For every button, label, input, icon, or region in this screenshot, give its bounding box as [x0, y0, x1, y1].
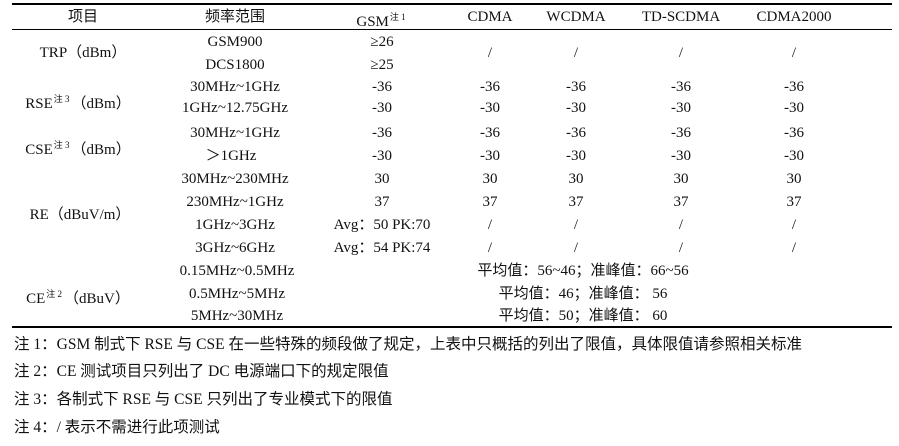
group-cse-note: 注 3: [53, 140, 70, 150]
group-rse-unit: （dBm）: [71, 96, 131, 112]
cell-ce-limit: 平均值：46；准峰值： 56: [498, 286, 668, 302]
cell-cdma: 30: [482, 171, 498, 187]
footnote-3: 注 3：各制式下 RSE 与 CSE 只列出了专业模式下的限值: [14, 391, 393, 408]
header-wcdma: WCDMA: [546, 9, 606, 25]
cell-wcdma: -36: [566, 125, 586, 141]
cell-freq: 30MHz~1GHz: [190, 79, 280, 95]
cell-tdscdma: /: [678, 45, 684, 61]
cell-freq: 30MHz~1GHz: [190, 125, 280, 141]
cell-tdscdma: -30: [671, 100, 691, 116]
header-gsm: GSM注 1: [356, 7, 407, 32]
cell-tdscdma: -36: [671, 79, 691, 95]
cell-gsm: Avg：54 PK:74: [333, 240, 431, 256]
cell-cdma: -36: [480, 125, 500, 141]
group-label-cse: CSE注 3 （dBm）: [25, 135, 130, 160]
cell-cdma2000: /: [791, 217, 797, 233]
table-bottom-rule: [12, 326, 892, 328]
cell-freq: 0.15MHz~0.5MHz: [179, 263, 295, 279]
group-cse-unit: （dBm）: [71, 142, 131, 158]
group-rse-note: 注 3: [53, 94, 70, 104]
cell-freq: 5MHz~30MHz: [190, 308, 284, 324]
cell-wcdma: -30: [566, 148, 586, 164]
cell-freq: GSM900: [207, 34, 263, 50]
cell-cdma2000: -36: [784, 125, 804, 141]
cell-cdma: -30: [480, 148, 500, 164]
cell-gsm: -36: [372, 125, 392, 141]
cell-tdscdma: -36: [671, 125, 691, 141]
cell-wcdma: /: [573, 217, 579, 233]
cell-ce-limit: 平均值：50；准峰值： 60: [498, 308, 668, 324]
cell-freq: DCS1800: [205, 57, 265, 73]
cell-wcdma: 37: [568, 194, 584, 210]
cell-freq: 1GHz~12.75GHz: [181, 100, 289, 116]
group-cse-name: CSE: [25, 142, 53, 158]
cell-wcdma: 30: [568, 171, 584, 187]
cell-wcdma: /: [573, 240, 579, 256]
table-top-rule: [12, 3, 892, 5]
cell-wcdma: -36: [566, 79, 586, 95]
cell-gsm: Avg：50 PK:70: [333, 217, 431, 233]
header-frequency-range: 频率范围: [204, 9, 266, 25]
group-label-rse: RSE注 3 （dBm）: [25, 89, 130, 114]
cell-cdma2000: 30: [786, 171, 802, 187]
cell-cdma2000: /: [791, 45, 797, 61]
group-re-unit: （dBuV/m）: [48, 207, 131, 223]
cell-freq: 3GHz~6GHz: [195, 240, 275, 256]
cell-gsm: ≥25: [370, 57, 394, 73]
cell-freq: 1GHz~3GHz: [195, 217, 275, 233]
table-header-rule: [12, 29, 892, 30]
group-label-trp: TRP（dBm）: [40, 43, 127, 63]
cell-cdma: /: [487, 45, 493, 61]
cell-cdma2000: /: [791, 240, 797, 256]
cell-gsm: -30: [372, 100, 392, 116]
footnote-1: 注 1：GSM 制式下 RSE 与 CSE 在一些特殊的频段做了规定，上表中只概…: [14, 336, 802, 353]
cell-cdma2000: -36: [784, 79, 804, 95]
cell-freq: 230MHz~1GHz: [186, 194, 284, 210]
cell-cdma2000: 37: [786, 194, 802, 210]
group-re-name: RE: [29, 207, 49, 223]
cell-ce-limit: 平均值：56~46；准峰值：66~56: [477, 263, 689, 279]
cell-gsm: ≥26: [370, 34, 394, 50]
cell-tdscdma: -30: [671, 148, 691, 164]
group-ce-note: 注 2: [46, 289, 63, 299]
header-cdma: CDMA: [467, 9, 513, 25]
footnote-4: 注 4：/ 表示不需进行此项测试: [14, 419, 220, 436]
header-gsm-note: 注 1: [389, 12, 406, 22]
cell-gsm: -30: [372, 148, 392, 164]
cell-freq: 30MHz~230MHz: [181, 171, 289, 187]
cell-tdscdma: /: [678, 240, 684, 256]
cell-freq: ＞1GHz: [205, 148, 257, 164]
cell-cdma2000: -30: [784, 148, 804, 164]
cell-cdma: -36: [480, 79, 500, 95]
cell-gsm: -36: [372, 79, 392, 95]
cell-tdscdma: 37: [673, 194, 689, 210]
group-trp-unit: （dBm）: [67, 45, 127, 61]
footnote-2: 注 2：CE 测试项目只列出了 DC 电源端口下的规定限值: [14, 363, 389, 380]
cell-tdscdma: 30: [673, 171, 689, 187]
cell-cdma: /: [487, 217, 493, 233]
cell-cdma: /: [487, 240, 493, 256]
header-tdscdma: TD-SCDMA: [641, 9, 721, 25]
group-label-ce: CE注 2 （dBuV）: [26, 284, 130, 309]
group-rse-name: RSE: [25, 96, 53, 112]
group-ce-unit: （dBuV）: [64, 291, 130, 307]
group-label-re: RE（dBuV/m）: [30, 205, 131, 225]
cell-wcdma: /: [573, 45, 579, 61]
group-ce-name: CE: [26, 291, 46, 307]
cell-cdma: 37: [482, 194, 498, 210]
cell-wcdma: -30: [566, 100, 586, 116]
header-cdma2000: CDMA2000: [756, 9, 832, 25]
cell-cdma2000: -30: [784, 100, 804, 116]
cell-cdma: -30: [480, 100, 500, 116]
cell-gsm: 37: [374, 194, 390, 210]
header-item: 项目: [67, 9, 99, 25]
cell-gsm: 30: [374, 171, 390, 187]
cell-freq: 0.5MHz~5MHz: [188, 286, 286, 302]
group-trp-name: TRP: [39, 45, 68, 61]
header-gsm-label: GSM: [356, 14, 389, 30]
cell-tdscdma: /: [678, 217, 684, 233]
